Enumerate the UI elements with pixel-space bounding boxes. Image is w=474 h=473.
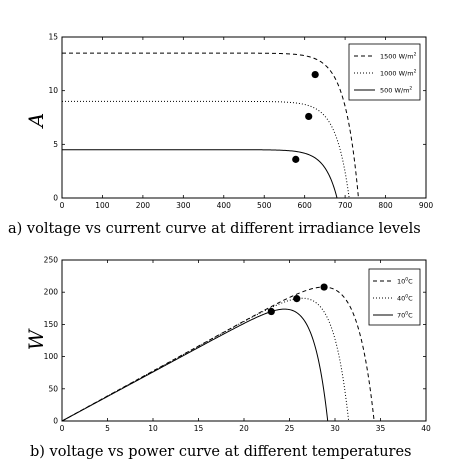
legend-label-1000: 1000 W/m2 xyxy=(380,69,417,78)
series-line-1-0 xyxy=(61,286,375,422)
legend-label-500: 500 W/m2 xyxy=(380,86,412,95)
y-axis-label-bottom: W xyxy=(24,328,48,350)
x-tick-label: 500 xyxy=(257,201,272,210)
top-axis-ticks: 0 100 200 300 400 500 600 700 800 900 0 5 10 15 xyxy=(48,33,433,211)
x-tick-label: 20 xyxy=(239,424,249,433)
x-tick-label: 600 xyxy=(298,201,313,210)
x-tick-label: 900 xyxy=(419,201,434,210)
temperature-pv-plot: 0 5 10 15 20 25 30 35 40 0 50 100 150 200 250 W 100C 4… xyxy=(24,256,431,461)
bottom-curves xyxy=(61,283,375,422)
mpp-point-0-1 xyxy=(305,112,313,121)
caption-top: a) voltage vs current curve at different… xyxy=(8,221,421,237)
top-curves xyxy=(62,52,359,199)
irradiance-iv-plot: 0 100 200 300 400 500 600 700 800 900 0 5 10 15 A 150… xyxy=(8,33,433,238)
mpp-point-0-2 xyxy=(292,155,300,163)
x-tick-label: 700 xyxy=(338,201,353,210)
mpp-point-0-0 xyxy=(311,70,319,79)
y-tick-label: 50 xyxy=(48,384,58,393)
legend-label-40c: 400C xyxy=(397,294,413,303)
y-tick-label: 10 xyxy=(48,86,58,95)
legend-bottom: 100C 400C 700C xyxy=(368,268,421,326)
y-tick-label: 15 xyxy=(48,33,58,42)
x-tick-label: 0 xyxy=(60,201,65,210)
x-tick-label: 5 xyxy=(105,424,110,433)
legend-box-bottom xyxy=(368,268,421,326)
x-tick-label: 15 xyxy=(194,424,204,433)
caption-bottom: b) voltage vs power curve at different t… xyxy=(30,444,412,460)
mpp-point-1-1 xyxy=(293,295,301,303)
x-tick-label: 35 xyxy=(376,424,386,433)
y-tick-label: 250 xyxy=(44,256,59,265)
x-tick-label: 30 xyxy=(330,424,340,433)
y-tick-label: 5 xyxy=(53,140,58,149)
x-tick-label: 0 xyxy=(60,424,65,433)
legend-label-70c: 700C xyxy=(397,311,413,320)
x-tick-label: 40 xyxy=(421,424,431,433)
y-axis-label-top: A xyxy=(24,113,48,129)
legend-label-1500: 1500 W/m2 xyxy=(380,52,417,61)
y-tick-label: 100 xyxy=(44,352,59,361)
x-tick-label: 200 xyxy=(136,201,151,210)
y-tick-label: 0 xyxy=(53,194,58,203)
x-tick-label: 300 xyxy=(176,201,191,210)
series-line-0-2 xyxy=(62,149,338,199)
x-tick-label: 10 xyxy=(148,424,158,433)
mpp-point-1-2 xyxy=(267,307,275,316)
plot-frame-top xyxy=(61,36,427,199)
legend-top: 1500 W/m2 1000 W/m2 500 W/m2 xyxy=(348,43,421,101)
x-tick-label: 25 xyxy=(285,424,295,433)
series-line-1-2 xyxy=(61,308,329,422)
x-tick-label: 800 xyxy=(378,201,393,210)
legend-label-10c: 100C xyxy=(397,277,413,286)
y-tick-label: 200 xyxy=(44,288,59,297)
y-tick-label: 150 xyxy=(44,320,59,329)
mpp-point-1-0 xyxy=(320,283,328,291)
series-line-1-1 xyxy=(61,297,350,422)
x-tick-label: 100 xyxy=(95,201,110,210)
y-tick-label: 0 xyxy=(53,417,58,426)
series-line-0-0 xyxy=(62,52,359,199)
bottom-axis-ticks: 0 5 10 15 20 25 30 35 40 0 50 100 150 200 250 xyxy=(44,256,431,434)
legend-box-top xyxy=(348,43,421,101)
x-tick-label: 400 xyxy=(217,201,232,210)
